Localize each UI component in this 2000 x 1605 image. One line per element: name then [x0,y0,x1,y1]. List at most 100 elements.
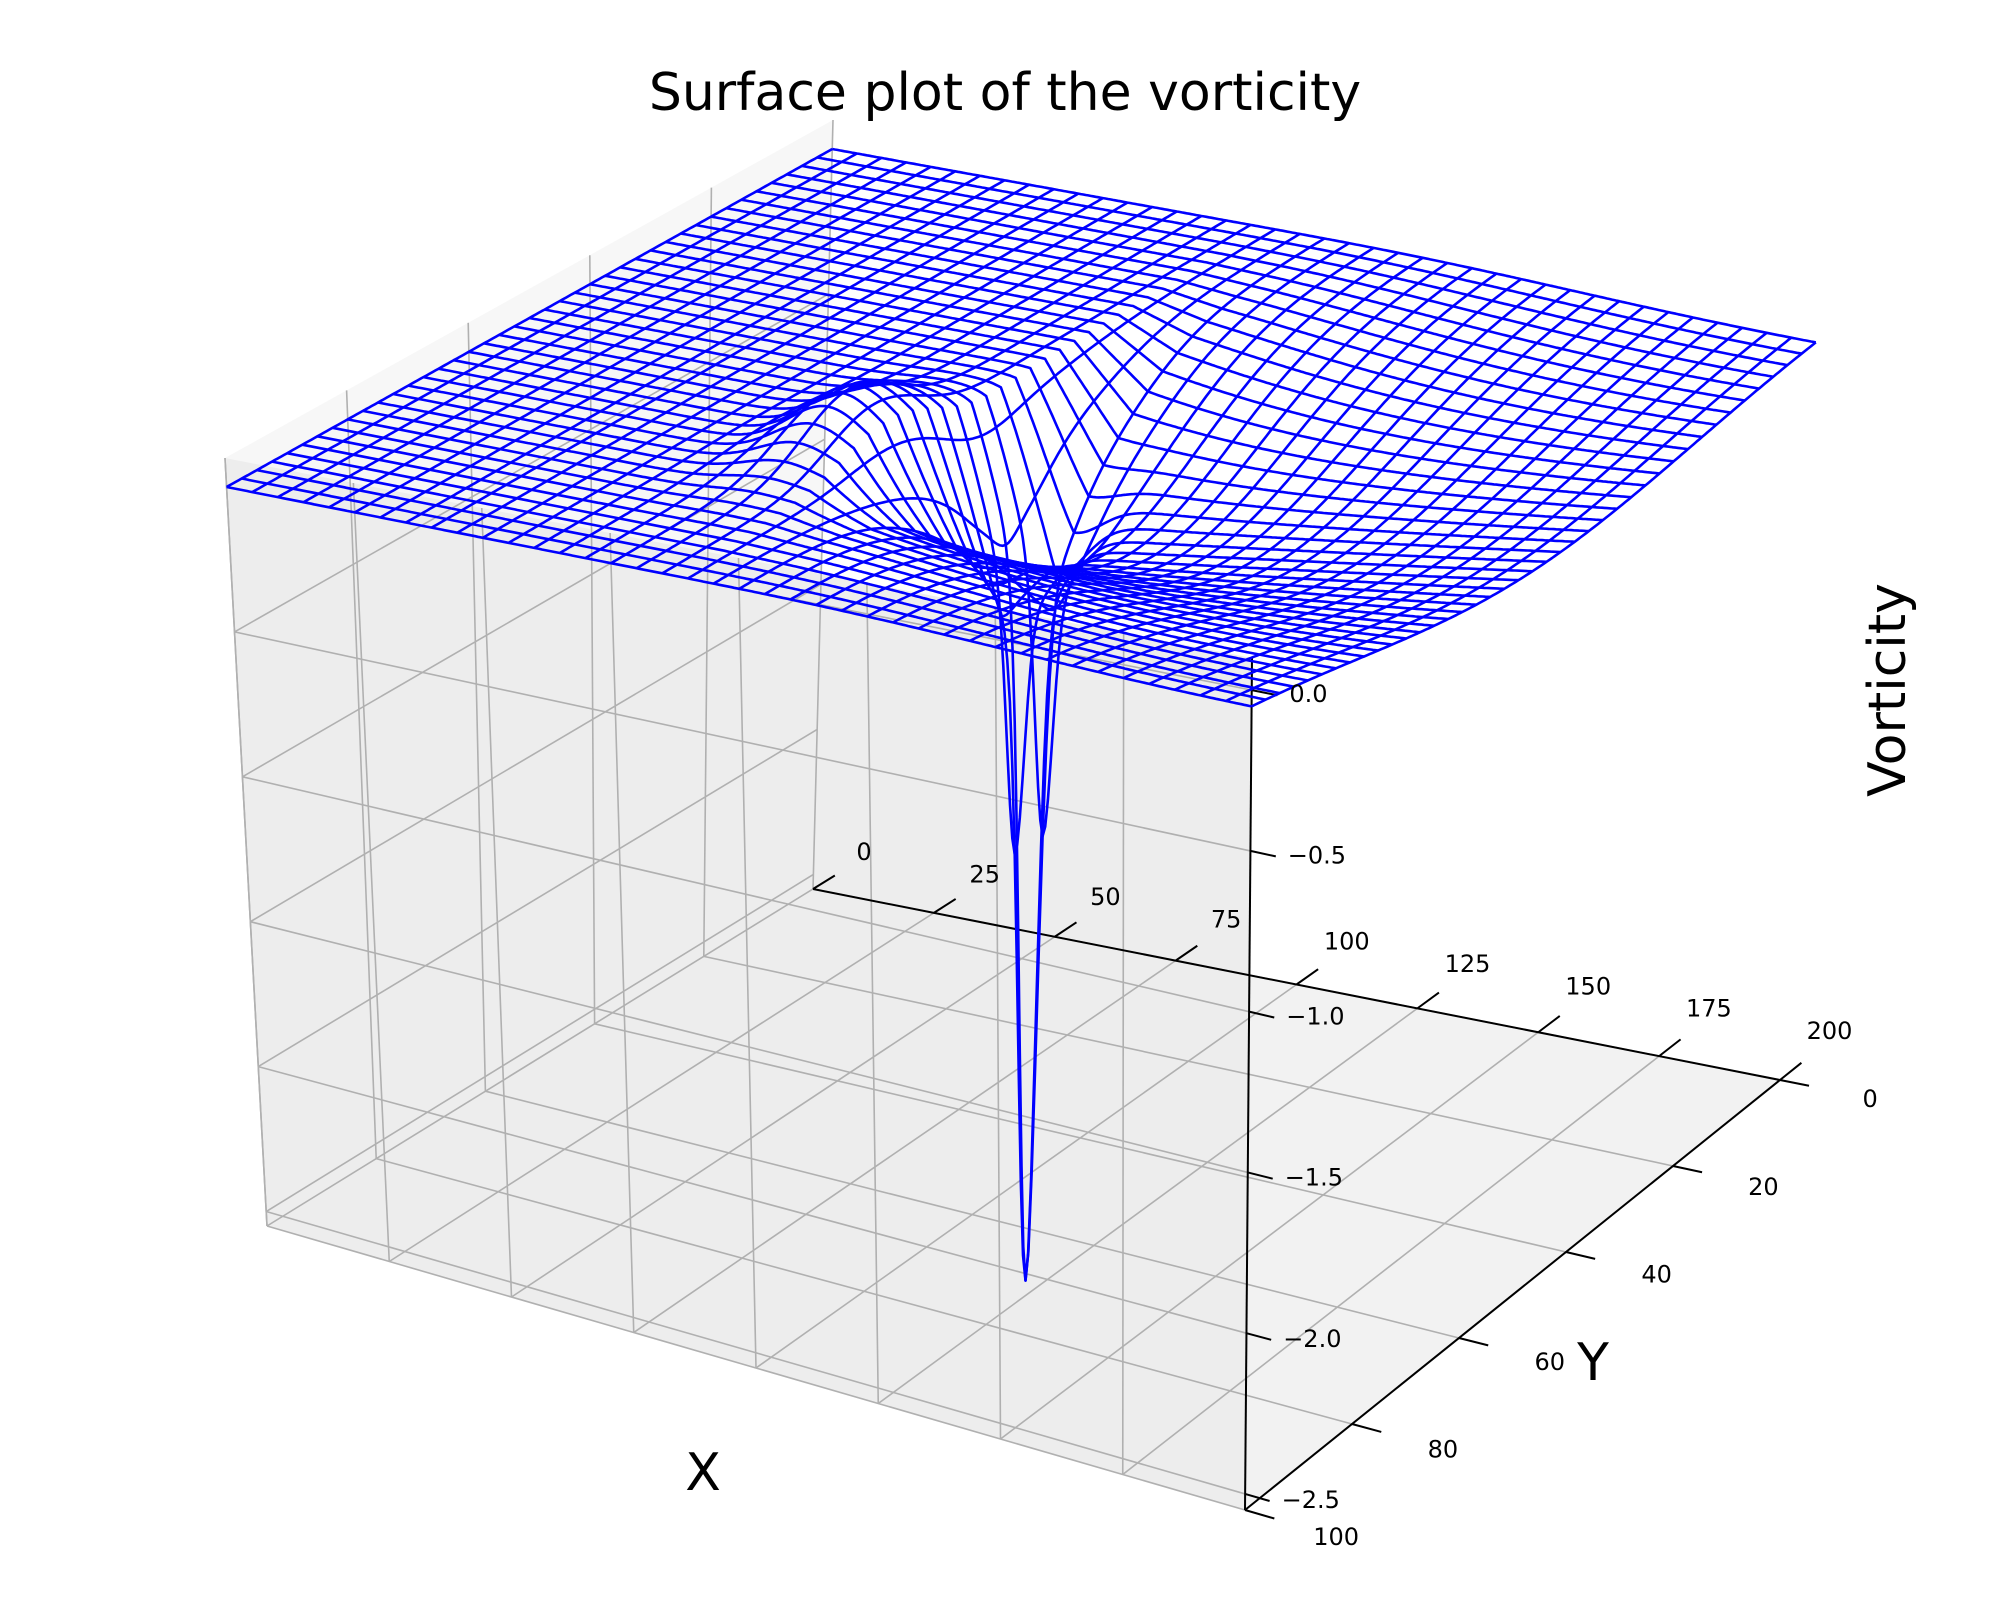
wire-line-y [831,147,1817,344]
wire-line-y [408,384,1421,634]
x-tick-label: 50 [1090,883,1121,911]
z-grid-line [258,1065,1247,1334]
wire-line-y [514,325,1519,856]
z-grid-line [265,873,814,1213]
wire-line-y [620,266,1618,511]
y-grid-line [589,255,596,1024]
wire-line-y [680,232,1674,463]
z-grid-line [242,776,1250,1013]
wire-line-y [241,477,1266,701]
y-grid-line [467,322,487,1092]
chart-title: Surface plot of the vorticity [649,63,1361,123]
wire-line-y [392,392,1407,640]
y-grid-line [485,1090,1460,1339]
wire-line-y [710,215,1703,439]
y-tick-label: 0 [1863,1085,1878,1113]
z-tick-mark [1244,1492,1270,1502]
x-grid-line [633,959,1177,1334]
wire-line-y [741,198,1731,414]
wire-line-y [559,299,1561,583]
y-grid-line [224,457,268,1227]
wire-line-y [771,181,1760,390]
wire-line-y [377,401,1393,646]
x-tick-mark [1295,968,1319,986]
wire-line-y [302,443,1323,676]
wire-line-y [665,240,1660,475]
wireframe-surface [225,147,1817,1282]
x-tick-mark [1779,1062,1803,1081]
y-axis-title: Y [1576,1333,1609,1393]
y-grid-line [266,1225,1246,1511]
wire-line-y [574,291,1575,544]
wire-line-y [786,173,1774,379]
x-tick-mark [1054,921,1078,938]
x-grid-line [1122,1055,1660,1476]
tick-labels: 0 25 50 75 100 125 150 175 200 0 20 40 60 80 100 0.0 −0.… [856,680,1877,1551]
y-tick-label: 20 [1748,1173,1779,1201]
z-grid-line [249,583,822,923]
wire-line-y [468,350,1477,606]
z-grid-line [250,920,1248,1174]
x-tick-mark [1537,1015,1561,1034]
z-tick-label: −0.5 [1288,841,1346,869]
x-tick-label: 200 [1807,1017,1853,1045]
z-axis-line [1244,657,1253,1511]
x-grid-line [480,507,513,1298]
wire-line-y [226,485,1252,708]
wire-line-y [362,409,1379,652]
wire-line-y [529,316,1533,1282]
x-grid-line [609,532,635,1333]
wire-line-y [423,375,1435,627]
x-tick-label: 150 [1565,972,1611,1000]
back-wall-pane [225,458,1252,1510]
z-axis-title: Vorticity [1858,583,1918,797]
x-grid-line [266,888,814,1227]
axis-lines [812,657,1810,1520]
y-grid-line [594,1023,1567,1253]
y-grid-line [345,390,377,1159]
y-tick-mark [1672,1165,1703,1174]
z-tick-mark [1247,1171,1273,1180]
z-tick-mark [1250,849,1277,858]
x-tick-label: 0 [856,838,871,866]
wire-line-y [317,435,1337,670]
x-grid-line [511,936,1056,1298]
wire-line-y [453,358,1463,614]
z-grid-line [234,631,1251,852]
x-tick-mark [1175,944,1198,962]
wire-line-y [286,451,1309,682]
y-tick-mark [1458,1337,1489,1347]
z-tick-label: −1.0 [1286,1003,1344,1031]
y-tick-mark [1565,1251,1596,1260]
wire-line-y [801,164,1788,367]
wire-line-y [816,156,1802,355]
y-tick-label: 60 [1535,1348,1566,1376]
z-grid-line [265,1210,1246,1495]
z-tick-label: −1.5 [1285,1164,1343,1192]
x-grid-line [1121,632,1125,1475]
wire-line-y [635,257,1632,499]
z-tick-label: 0.0 [1289,680,1327,708]
x-grid-line [1000,1031,1539,1440]
x-tick-label: 75 [1211,905,1242,933]
wire-line-y [756,190,1746,402]
wire-line-y [589,282,1589,533]
y-tick-label: 100 [1313,1523,1359,1551]
z-tick-label: −2.5 [1282,1486,1340,1514]
x-tick-mark [1416,991,1440,1010]
x-grid-line [388,912,935,1263]
wire-line-y [604,274,1603,522]
x-grid-line [737,557,757,1369]
y-grid-line [375,1157,1353,1425]
z-grid-line [234,293,829,633]
wire-line-y [695,223,1689,451]
z-tick-mark [1248,1010,1275,1019]
x-tick-mark [812,874,836,890]
x-tick-mark [1658,1038,1682,1057]
x-grid-line [877,1007,1418,1405]
wire-line-y [271,460,1295,688]
z-tick-mark [1251,689,1278,697]
y-grid-line [703,955,1674,1167]
wire-line-y [347,418,1365,658]
